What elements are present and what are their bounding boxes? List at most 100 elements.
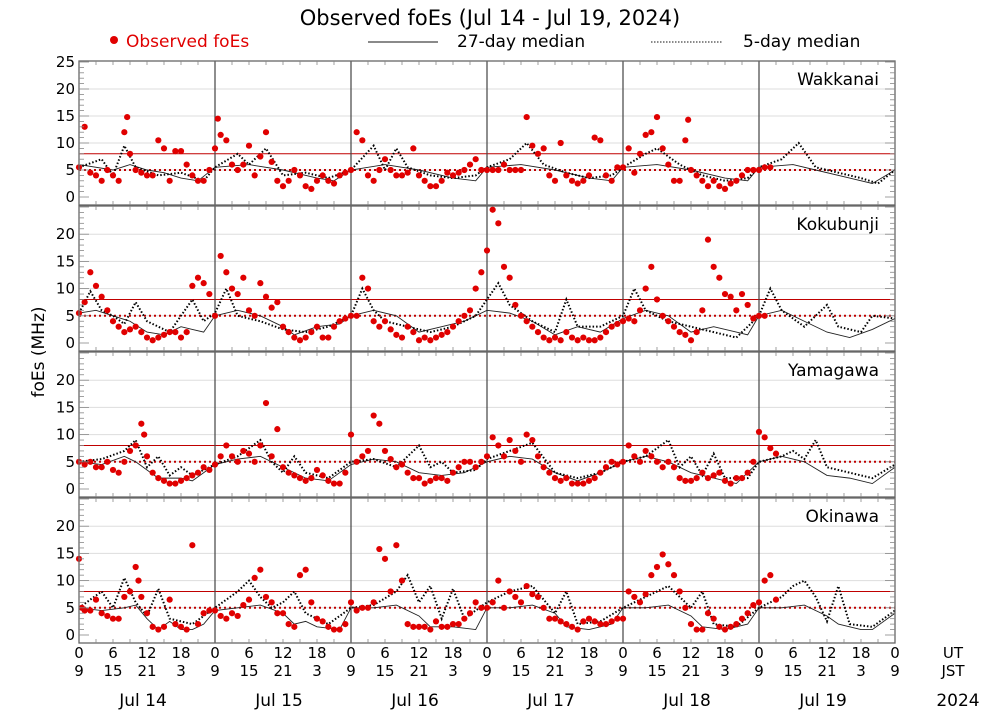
observed-point bbox=[336, 480, 343, 487]
observed-point bbox=[466, 610, 474, 617]
chart-title: Observed foEs (Jul 14 - Jul 19, 2024) bbox=[300, 6, 680, 30]
ut-tick-label: 6 bbox=[380, 644, 390, 662]
observed-point bbox=[472, 156, 479, 163]
observed-point bbox=[500, 453, 508, 460]
observed-point bbox=[228, 453, 236, 460]
ut-tick-label: 6 bbox=[652, 644, 662, 662]
observed-point bbox=[245, 142, 253, 149]
observed-point bbox=[427, 626, 434, 633]
observed-point bbox=[483, 604, 491, 611]
observed-point bbox=[614, 461, 621, 468]
observed-point bbox=[342, 169, 349, 176]
observed-point bbox=[81, 299, 88, 306]
y-tick-label: 5 bbox=[65, 599, 75, 617]
observed-point bbox=[330, 480, 338, 487]
observed-point bbox=[381, 447, 389, 455]
y-tick-label: 10 bbox=[56, 572, 75, 590]
observed-point bbox=[693, 626, 700, 633]
observed-point bbox=[721, 290, 729, 298]
observed-point bbox=[313, 177, 321, 184]
observed-point bbox=[551, 475, 559, 482]
jst-row-label: JST bbox=[940, 662, 965, 680]
observed-point bbox=[704, 610, 712, 617]
observed-point bbox=[268, 158, 275, 165]
observed-point bbox=[727, 623, 734, 630]
y-tick-label: 5 bbox=[65, 161, 75, 179]
observed-point bbox=[251, 312, 258, 319]
observed-point bbox=[245, 307, 253, 314]
observed-point bbox=[432, 183, 440, 190]
observed-point bbox=[387, 455, 394, 463]
observed-point bbox=[483, 166, 491, 174]
observed-point bbox=[432, 618, 440, 625]
observed-point bbox=[687, 621, 695, 628]
observed-point bbox=[761, 434, 768, 441]
observed-point bbox=[240, 274, 247, 281]
median-5day-line bbox=[78, 573, 896, 628]
observed-point bbox=[772, 450, 780, 457]
observed-point bbox=[625, 442, 632, 449]
observed-point bbox=[472, 599, 479, 606]
observed-point bbox=[716, 183, 723, 190]
observed-point bbox=[466, 161, 474, 168]
jst-tick-label: 21 bbox=[137, 662, 156, 680]
observed-point bbox=[279, 183, 287, 190]
observed-point bbox=[376, 323, 383, 330]
ut-tick-label: 0 bbox=[210, 644, 220, 662]
observed-point bbox=[81, 607, 88, 614]
observed-point bbox=[126, 326, 134, 333]
jst-tick-label: 21 bbox=[681, 662, 700, 680]
observed-point bbox=[155, 626, 162, 633]
observed-point bbox=[529, 323, 536, 330]
observed-point bbox=[121, 593, 128, 601]
observed-point bbox=[551, 615, 559, 622]
observed-point bbox=[631, 318, 638, 325]
observed-point bbox=[308, 185, 315, 192]
observed-point bbox=[155, 475, 162, 482]
jst-tick-label: 9 bbox=[74, 662, 84, 680]
observed-point bbox=[721, 626, 729, 633]
ut-tick-label: 12 bbox=[273, 644, 292, 662]
observed-point bbox=[143, 334, 151, 341]
y-tick-label: 5 bbox=[65, 307, 75, 325]
observed-point bbox=[653, 113, 661, 121]
observed-point bbox=[359, 274, 366, 281]
observed-point bbox=[217, 131, 224, 138]
ut-tick-label: 18 bbox=[307, 644, 326, 662]
observed-point bbox=[489, 206, 496, 213]
observed-point bbox=[285, 621, 292, 628]
observed-point bbox=[172, 329, 179, 336]
legend-observed-label: Observed foEs bbox=[126, 32, 249, 52]
jst-tick-label: 15 bbox=[239, 662, 258, 680]
observed-point bbox=[160, 477, 168, 484]
observed-point bbox=[585, 172, 593, 179]
observed-point bbox=[359, 604, 366, 611]
observed-point bbox=[427, 337, 434, 344]
observed-point bbox=[245, 450, 253, 457]
observed-point bbox=[398, 334, 406, 341]
ut-tick-label: 0 bbox=[346, 644, 356, 662]
observed-point bbox=[574, 337, 581, 344]
observed-point bbox=[257, 566, 264, 573]
ut-tick-label: 18 bbox=[171, 644, 190, 662]
day-label: Jul 18 bbox=[662, 691, 711, 711]
observed-point bbox=[619, 615, 627, 622]
observed-point bbox=[87, 169, 94, 176]
observed-point bbox=[744, 469, 751, 476]
observed-point bbox=[313, 466, 321, 474]
observed-point bbox=[551, 177, 559, 184]
observed-point bbox=[325, 477, 332, 484]
observed-point bbox=[585, 337, 593, 344]
observed-point bbox=[211, 461, 219, 468]
observed-point bbox=[393, 464, 400, 471]
jst-tick-label: 3 bbox=[856, 662, 866, 680]
observed-point bbox=[500, 161, 508, 168]
jst-tick-label: 15 bbox=[375, 662, 394, 680]
observed-point bbox=[138, 420, 145, 427]
observed-point bbox=[585, 615, 593, 622]
observed-point bbox=[461, 312, 468, 319]
observed-point bbox=[517, 458, 525, 465]
observed-point bbox=[393, 542, 400, 549]
observed-point bbox=[580, 480, 587, 487]
observed-point bbox=[240, 601, 247, 609]
